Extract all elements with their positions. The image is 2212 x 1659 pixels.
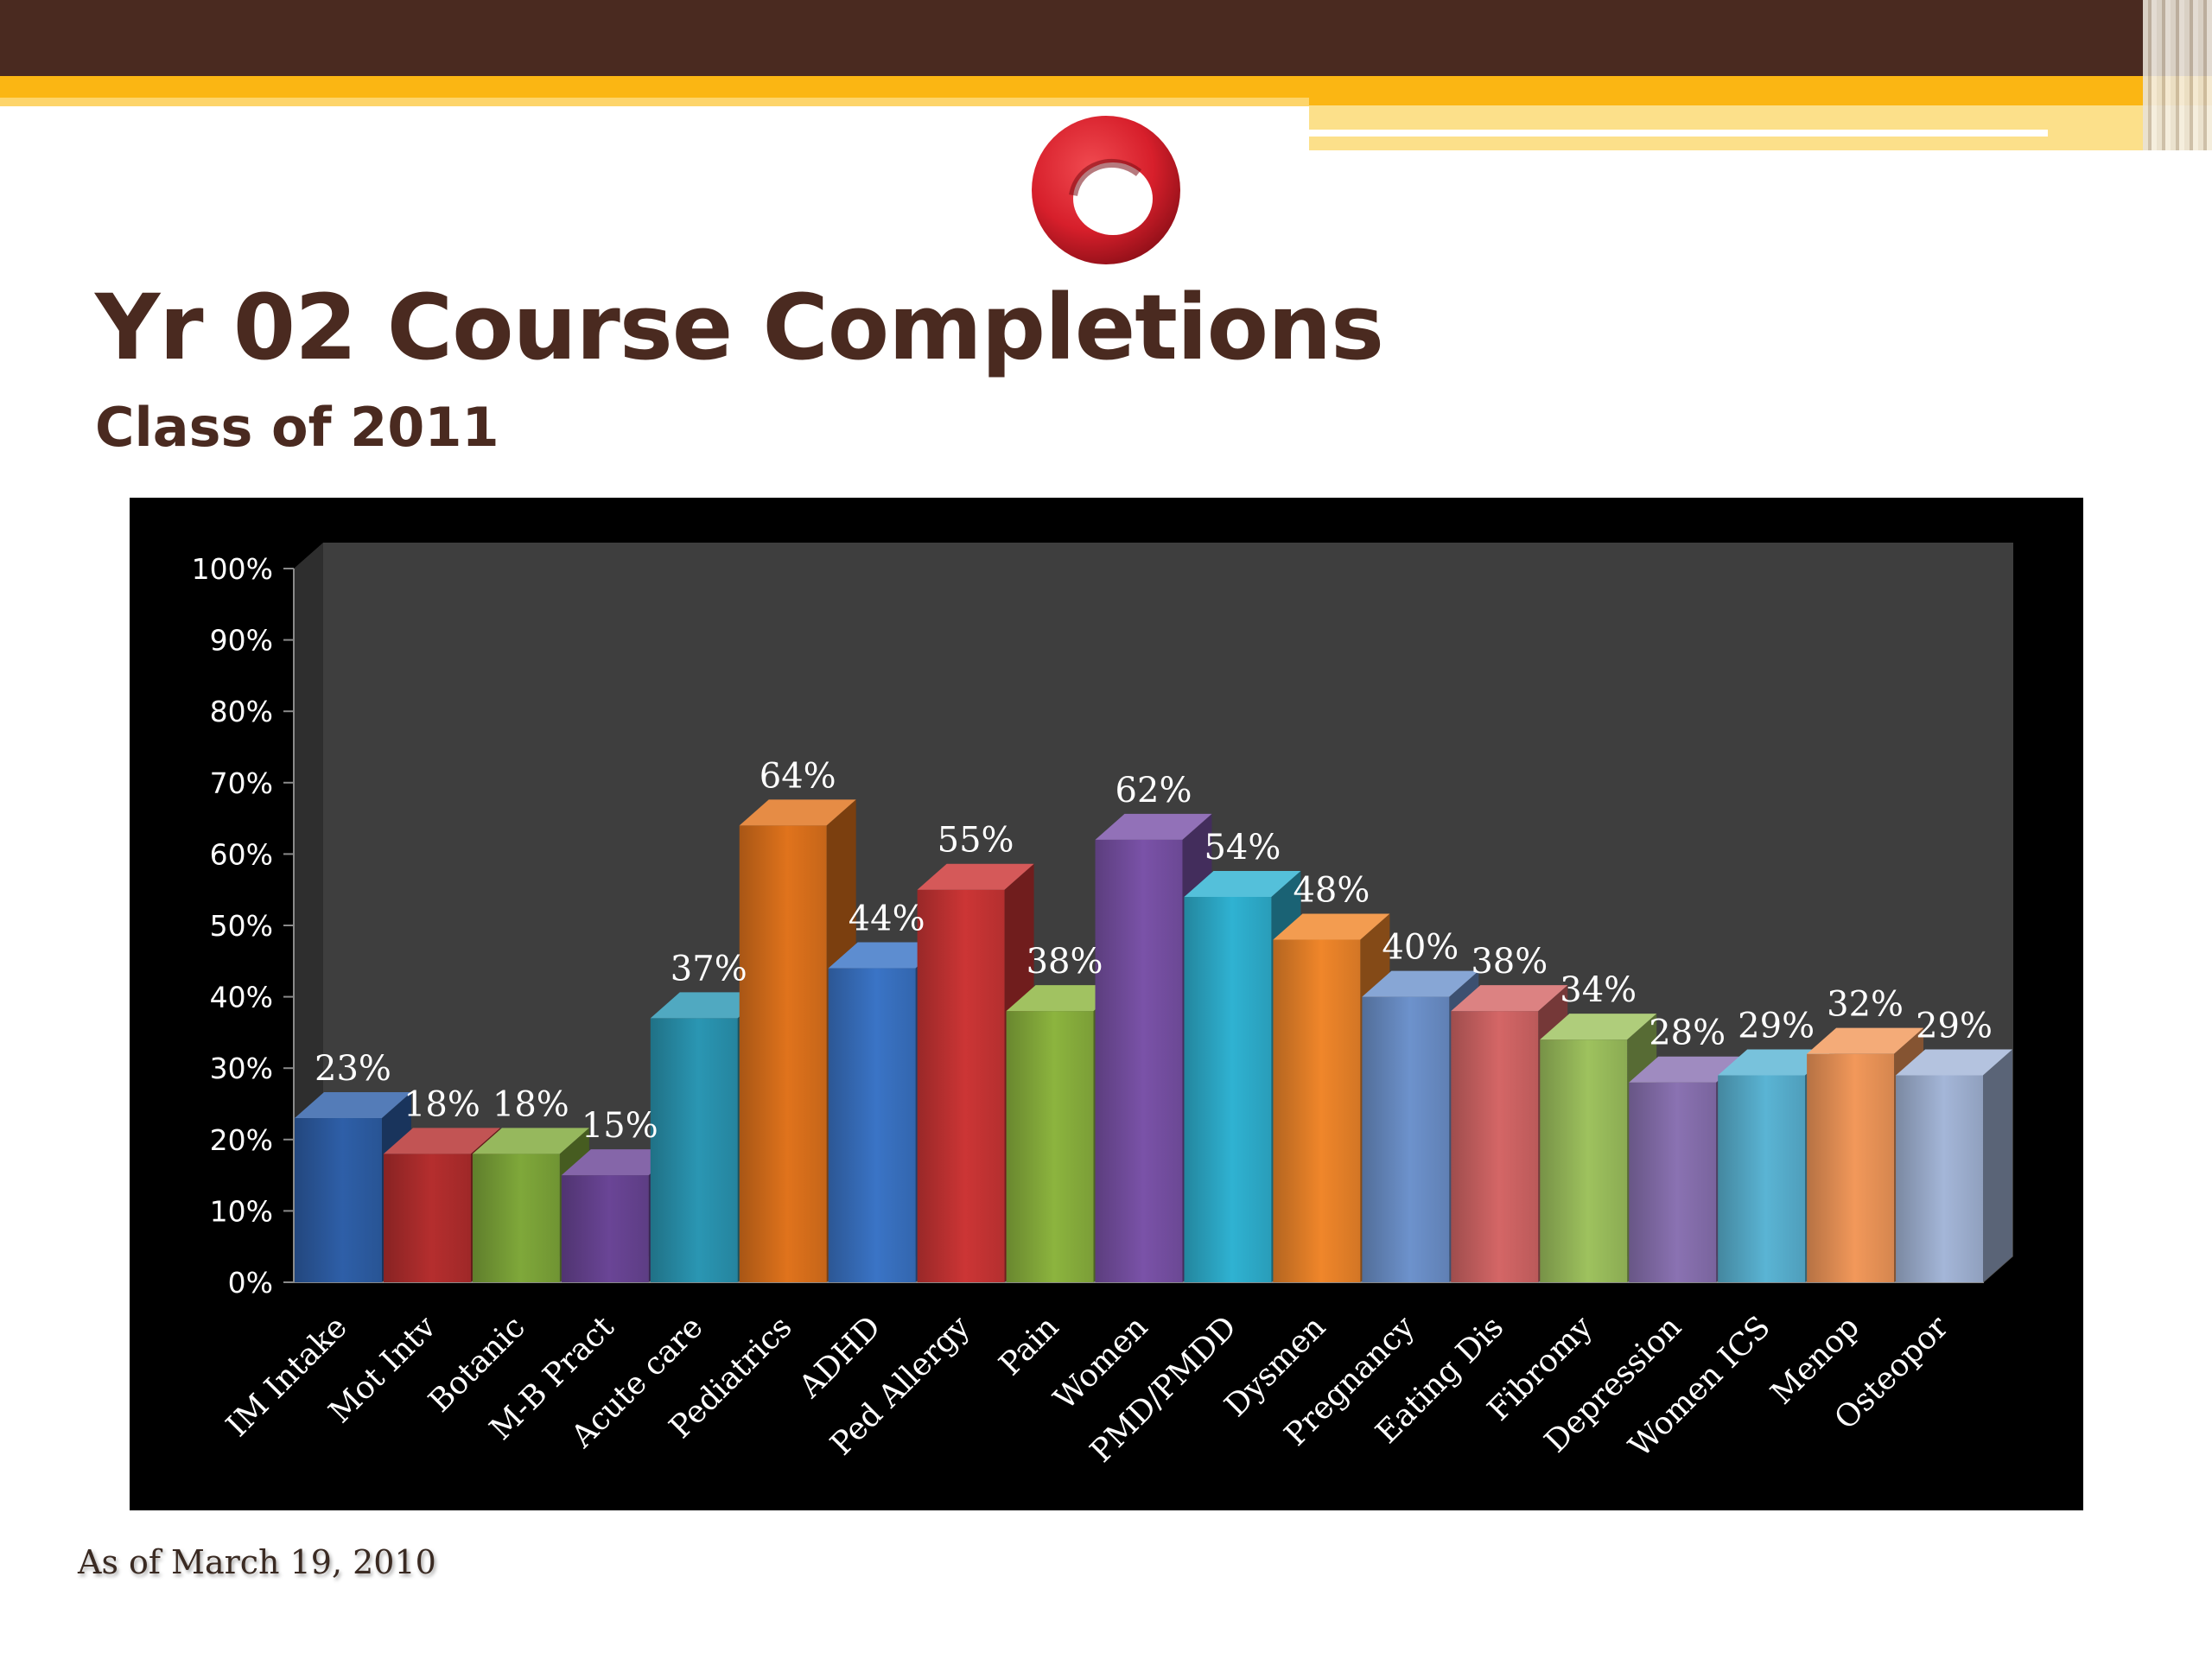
chart-canvas: 0% 10% 20% 30% 40% 50% 60% 70% 80% 90% 100% 23% 18%… <box>192 543 2013 1470</box>
bar-osteopor <box>1896 1049 2012 1282</box>
data-label: 54% <box>1204 828 1281 868</box>
data-label: 38% <box>1471 942 1548 982</box>
bar-front <box>1451 1011 1539 1282</box>
data-label: 18% <box>493 1084 569 1124</box>
y-tick-label: 40% <box>210 981 273 1014</box>
bar-top <box>472 1128 589 1154</box>
data-label: 48% <box>1293 871 1370 911</box>
bar-front <box>1718 1075 1806 1282</box>
corner-texture <box>2143 0 2212 150</box>
bar-front <box>1095 839 1183 1282</box>
bar-front <box>1540 1039 1628 1282</box>
bar-front <box>472 1154 560 1282</box>
y-tick-label: 50% <box>210 909 273 943</box>
bar-top <box>828 942 945 969</box>
bar-top <box>295 1092 411 1119</box>
bar-top <box>1807 1027 1924 1054</box>
x-tick-label: IM Intake <box>219 1309 354 1444</box>
bar-front <box>1896 1075 1983 1282</box>
data-label: 18% <box>404 1084 480 1124</box>
bar-front <box>1273 939 1361 1282</box>
x-tick-label: Pain <box>993 1309 1066 1382</box>
bar-top <box>739 799 856 826</box>
bar-front <box>828 968 916 1282</box>
bar-top <box>650 992 767 1019</box>
y-tick-label: 90% <box>210 624 273 658</box>
data-label: 64% <box>760 756 836 796</box>
data-label: 44% <box>849 899 925 939</box>
y-tick-label: 100% <box>192 552 273 586</box>
bar-front <box>1184 896 1272 1282</box>
bar-front <box>295 1118 382 1282</box>
y-tick-label: 0% <box>228 1266 273 1300</box>
bar-front <box>739 825 827 1282</box>
footnote: As of March 19, 2010 <box>78 1543 436 1581</box>
data-label: 32% <box>1827 985 1904 1025</box>
data-label: 62% <box>1116 771 1192 810</box>
y-tick-label: 20% <box>210 1123 273 1157</box>
data-label: 34% <box>1560 970 1637 1010</box>
y-tick-label: 30% <box>210 1052 273 1085</box>
bar-top <box>1184 870 1301 897</box>
bar-series <box>295 799 2012 1282</box>
bar-front <box>1629 1082 1717 1282</box>
bar-top <box>1095 813 1212 840</box>
bar-top <box>1273 913 1390 940</box>
bar-front <box>1362 996 1450 1282</box>
data-label: 40% <box>1382 928 1459 968</box>
bar-top <box>1540 1014 1657 1040</box>
bar-top <box>561 1149 678 1176</box>
bar-top <box>1006 985 1123 1012</box>
y-tick-label: 10% <box>210 1194 273 1228</box>
data-labels: 23% 18% 18% 15% 37% 64% 44% 55% 38% 62% 54% 48% 40% 3… <box>315 756 1993 1146</box>
y-tick-label: 80% <box>210 695 273 728</box>
data-label: 38% <box>1027 942 1103 982</box>
bar-chart: 0% 10% 20% 30% 40% 50% 60% 70% 80% 90% 100% 23% 18%… <box>130 498 2083 1510</box>
page-subtitle: Class of 2011 <box>95 396 499 459</box>
bar-top <box>1896 1049 2012 1076</box>
data-label: 15% <box>582 1106 658 1146</box>
gold-stripe-right-line <box>1309 130 2048 137</box>
bar-front <box>383 1154 471 1282</box>
y-tick-label: 60% <box>210 837 273 871</box>
bar-top <box>1451 985 1568 1012</box>
gold-stripe-right <box>1309 105 2212 150</box>
bar-top <box>1718 1049 1835 1076</box>
bar-front <box>561 1175 649 1282</box>
bar-front <box>1006 1011 1094 1282</box>
data-label: 37% <box>671 949 747 988</box>
gold-stripe-light <box>0 98 1309 106</box>
bar-top <box>1629 1056 1746 1083</box>
bar-top <box>917 863 1034 890</box>
bar-side <box>1983 1049 2012 1282</box>
bar-front <box>1807 1053 1895 1282</box>
data-label: 55% <box>938 821 1014 861</box>
bar-front <box>650 1018 738 1282</box>
bar-top <box>383 1128 500 1154</box>
header-band <box>0 0 2212 76</box>
plot-side-wall <box>294 543 323 1282</box>
ring-logo-icon <box>1032 116 1180 264</box>
bar-front <box>917 889 1005 1282</box>
data-label: 29% <box>1738 1006 1815 1046</box>
page-title: Yr 02 Course Completions <box>95 275 1384 380</box>
data-label: 28% <box>1649 1014 1726 1053</box>
data-label: 23% <box>315 1049 391 1089</box>
y-tick-label: 70% <box>210 766 273 800</box>
bar-top <box>1362 970 1479 997</box>
data-label: 29% <box>1916 1006 1993 1046</box>
